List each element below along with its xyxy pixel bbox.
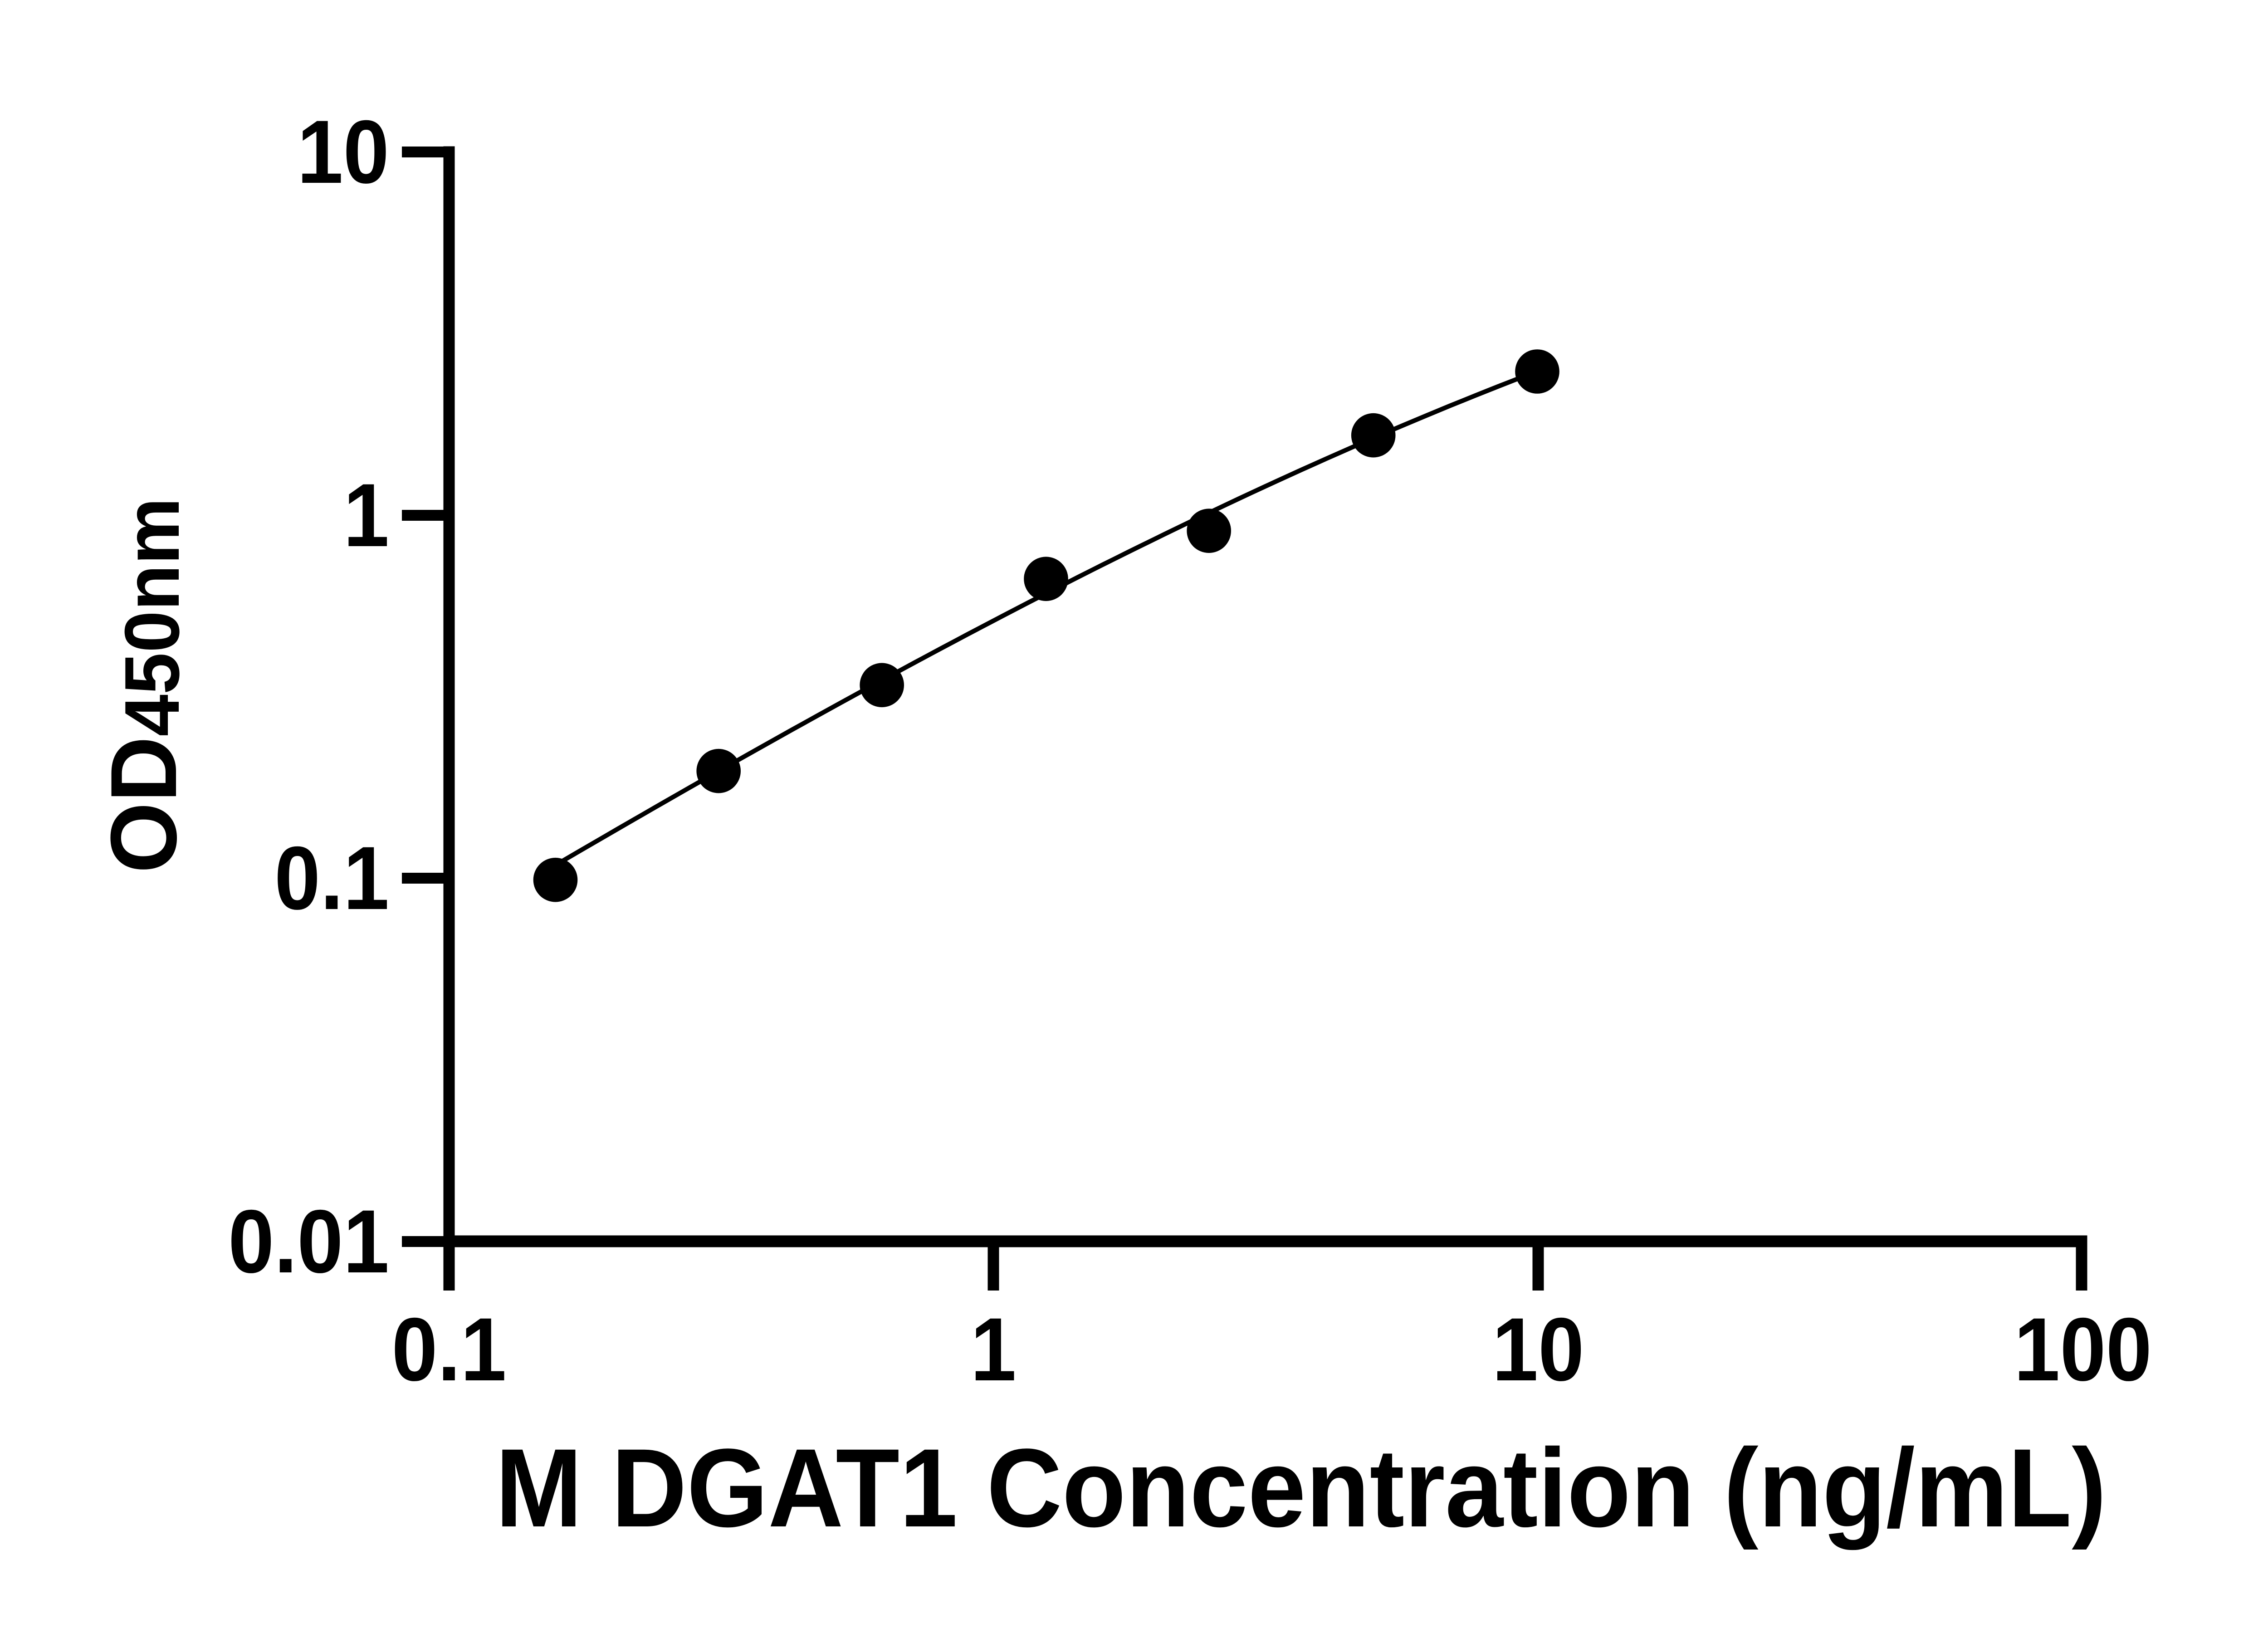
- svg-text:0.1: 0.1: [274, 828, 389, 928]
- svg-text:10: 10: [1492, 1299, 1584, 1399]
- svg-text:1: 1: [971, 1299, 1017, 1399]
- svg-text:M DGAT1 Concentration (ng/mL): M DGAT1 Concentration (ng/mL): [495, 1426, 2107, 1550]
- svg-text:0.1: 0.1: [392, 1299, 507, 1399]
- svg-text:1: 1: [343, 465, 389, 565]
- svg-text:0.01: 0.01: [228, 1191, 389, 1291]
- svg-text:OD450nm: OD450nm: [91, 498, 196, 873]
- svg-text:100: 100: [2014, 1299, 2152, 1399]
- svg-text:10: 10: [297, 102, 389, 202]
